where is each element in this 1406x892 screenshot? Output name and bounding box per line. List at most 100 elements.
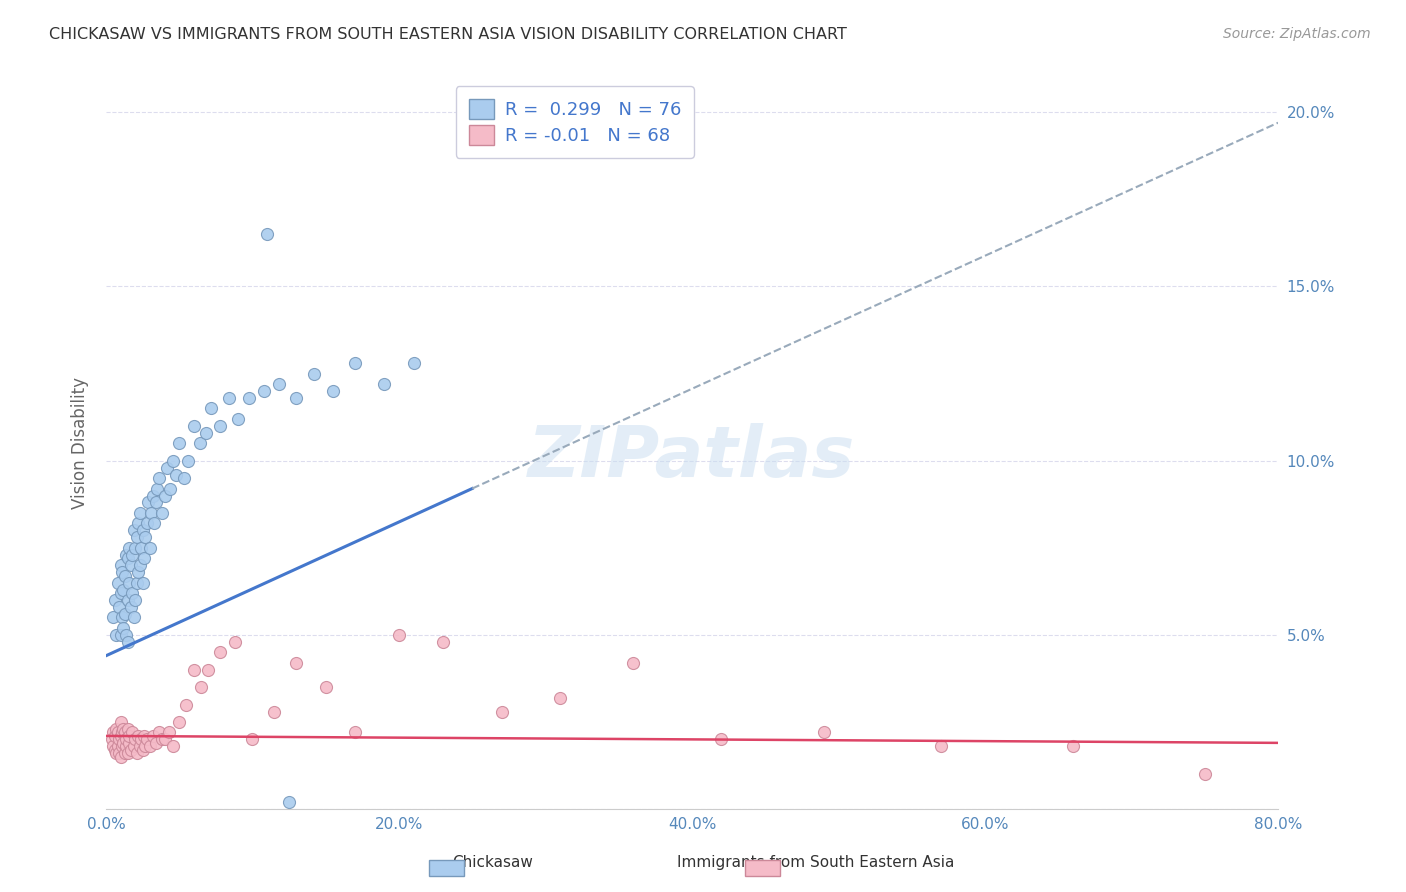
Point xyxy=(177,453,200,467)
Point xyxy=(128,558,150,573)
Point xyxy=(402,356,425,370)
Point xyxy=(153,489,176,503)
Point xyxy=(1194,767,1216,781)
Point xyxy=(302,367,325,381)
Point xyxy=(278,795,301,809)
Point xyxy=(145,495,167,509)
Point xyxy=(118,541,141,555)
Point xyxy=(134,739,156,754)
Point xyxy=(224,635,246,649)
Point xyxy=(322,384,344,398)
Point xyxy=(432,635,454,649)
Point xyxy=(136,516,159,531)
Point xyxy=(194,425,217,440)
Point xyxy=(285,391,308,405)
Point xyxy=(118,729,141,743)
Point xyxy=(165,467,187,482)
Point xyxy=(112,722,135,736)
Point xyxy=(134,530,156,544)
Point xyxy=(127,729,149,743)
Point xyxy=(131,575,153,590)
Point xyxy=(188,436,211,450)
Point xyxy=(112,736,135,750)
Point xyxy=(491,705,513,719)
Point xyxy=(209,645,232,659)
Point xyxy=(143,516,166,531)
Y-axis label: Vision Disability: Vision Disability xyxy=(72,377,89,509)
Point xyxy=(238,391,260,405)
Point xyxy=(124,593,146,607)
Point xyxy=(112,582,135,597)
Point xyxy=(813,725,835,739)
Point xyxy=(110,749,132,764)
Point xyxy=(242,732,264,747)
Point xyxy=(121,586,143,600)
Point xyxy=(103,725,125,739)
Point xyxy=(176,698,198,712)
Point xyxy=(141,506,163,520)
Point xyxy=(218,391,240,405)
Point xyxy=(118,575,141,590)
Point xyxy=(173,471,195,485)
Point xyxy=(200,401,222,416)
Point xyxy=(104,729,127,743)
Point xyxy=(148,471,170,485)
Point xyxy=(929,739,952,754)
Point xyxy=(110,714,132,729)
Point xyxy=(125,747,148,761)
Point xyxy=(388,628,411,642)
Point xyxy=(139,739,162,754)
Point xyxy=(621,656,644,670)
Point xyxy=(122,610,145,624)
Point xyxy=(183,663,205,677)
Point xyxy=(114,725,136,739)
Point xyxy=(209,418,232,433)
Point xyxy=(125,575,148,590)
Point xyxy=(110,729,132,743)
Point xyxy=(110,628,132,642)
Point xyxy=(145,736,167,750)
Point xyxy=(150,506,173,520)
Point xyxy=(105,628,128,642)
Point xyxy=(159,482,181,496)
Point xyxy=(122,524,145,538)
Legend: R =  0.299   N = 76, R = -0.01   N = 68: R = 0.299 N = 76, R = -0.01 N = 68 xyxy=(456,87,693,158)
Point xyxy=(710,732,733,747)
Point xyxy=(108,747,131,761)
Point xyxy=(190,680,212,694)
Point xyxy=(267,377,290,392)
Point xyxy=(121,548,143,562)
Point xyxy=(104,743,127,757)
Point xyxy=(343,725,366,739)
Point xyxy=(129,732,152,747)
Point xyxy=(167,436,190,450)
Point xyxy=(107,725,129,739)
Point xyxy=(1062,739,1084,754)
Point xyxy=(226,412,249,426)
Point xyxy=(125,530,148,544)
Point xyxy=(157,725,180,739)
Point xyxy=(114,607,136,621)
Point xyxy=(108,599,131,614)
Point xyxy=(117,747,139,761)
Point xyxy=(100,732,122,747)
Point xyxy=(110,558,132,573)
Point xyxy=(127,516,149,531)
Point xyxy=(263,705,285,719)
Point xyxy=(111,725,134,739)
Point xyxy=(108,732,131,747)
Point xyxy=(162,739,184,754)
Point xyxy=(124,732,146,747)
Point xyxy=(142,729,165,743)
Point xyxy=(120,558,142,573)
Text: Source: ZipAtlas.com: Source: ZipAtlas.com xyxy=(1223,27,1371,41)
Point xyxy=(150,732,173,747)
Point xyxy=(285,656,308,670)
Point xyxy=(118,736,141,750)
Point xyxy=(132,551,155,566)
Point xyxy=(256,227,278,242)
Point xyxy=(136,732,159,747)
Text: Chickasaw: Chickasaw xyxy=(451,855,533,870)
Point xyxy=(139,541,162,555)
Point xyxy=(114,747,136,761)
